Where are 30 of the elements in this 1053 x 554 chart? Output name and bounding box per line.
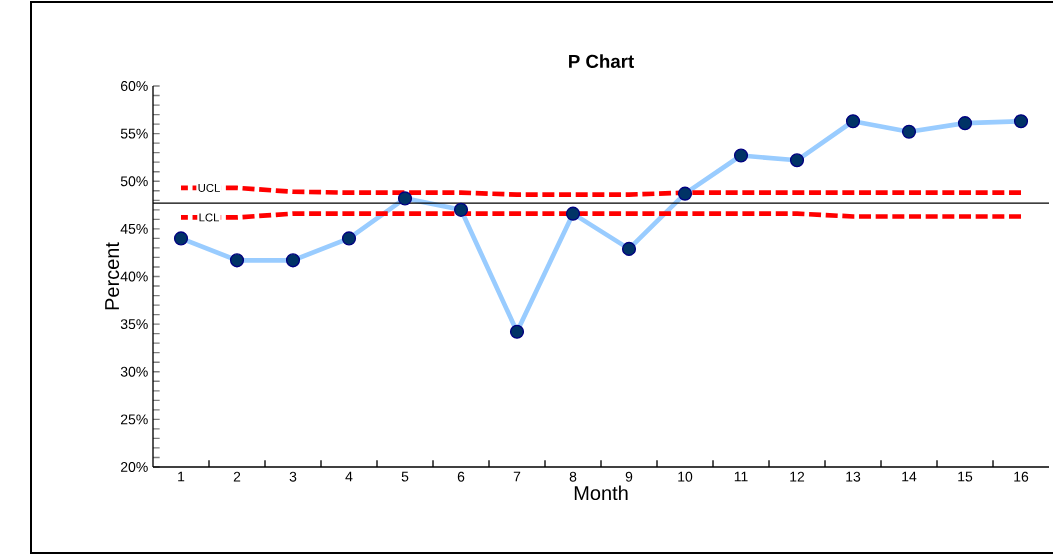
y-tick-label: 35%	[120, 319, 148, 330]
y-tick-label: 45%	[120, 223, 148, 234]
y-tick-label: 50%	[120, 176, 148, 187]
x-tick-label: 12	[790, 471, 805, 482]
x-tick-label: 8	[569, 471, 577, 482]
x-tick-label: 6	[457, 471, 465, 482]
y-tick-label: 55%	[120, 128, 148, 139]
y-tick-label: 30%	[120, 366, 148, 377]
x-tick-label: 16	[1014, 471, 1029, 482]
x-tick-label: 2	[233, 471, 241, 482]
x-tick-label: 5	[401, 471, 409, 482]
y-axis-title: Percent	[105, 242, 120, 310]
x-tick-label: 7	[513, 471, 521, 482]
annotation: LCL	[199, 213, 220, 222]
x-tick-label: 14	[902, 471, 917, 482]
x-tick-label: 9	[625, 471, 633, 482]
x-tick-label: 13	[846, 471, 861, 482]
y-tick-label: 25%	[120, 414, 148, 425]
x-axis-title: Month	[574, 485, 628, 501]
y-tick-label: 20%	[120, 462, 148, 472]
x-tick-label: 15	[958, 471, 973, 482]
chart-title: P Chart	[569, 54, 634, 68]
y-tick-label: 40%	[120, 271, 148, 282]
y-tick-label: 60%	[120, 81, 148, 91]
x-tick-label: 10	[678, 471, 693, 482]
x-tick-label: 4	[345, 471, 353, 482]
x-tick-label: 11	[734, 471, 748, 482]
x-tick-label: 1	[178, 471, 185, 482]
x-tick-label: 3	[289, 471, 297, 482]
annotation: UCL	[198, 183, 220, 192]
